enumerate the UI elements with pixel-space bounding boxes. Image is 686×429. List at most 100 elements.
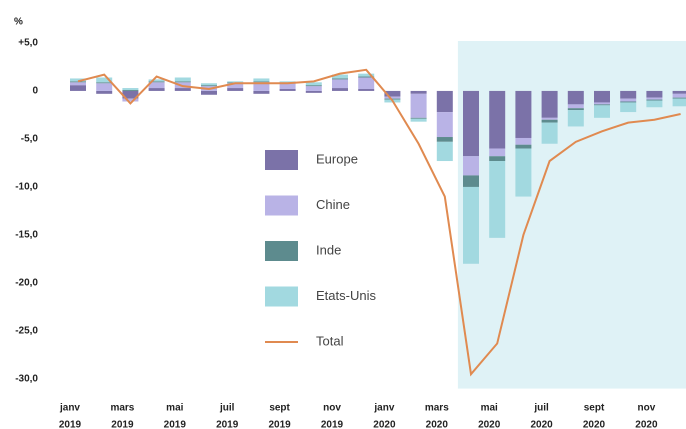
- bar-segment: [672, 98, 686, 107]
- x-tick-label: juil: [533, 403, 549, 414]
- bar-segment: [174, 77, 191, 82]
- legend-label: Inde: [316, 242, 341, 257]
- bar-segment: [279, 83, 296, 90]
- bar-segment: [332, 74, 348, 79]
- bar-segment: [436, 141, 453, 162]
- bar-segment: [148, 82, 165, 89]
- bar-segment: [567, 90, 584, 105]
- bar-segment: [489, 156, 506, 162]
- bar-segment: [672, 93, 686, 98]
- legend-label: Etats-Unis: [316, 288, 376, 303]
- y-tick-label: -15,0: [15, 230, 38, 241]
- x-tick-label: janv: [59, 403, 80, 414]
- x-tick-label: sept: [269, 403, 290, 414]
- x-tick-label: mars: [110, 403, 134, 414]
- bar-segment: [594, 104, 610, 106]
- x-tick-label: 2019: [321, 420, 344, 429]
- x-tick-label: 2019: [59, 420, 82, 429]
- bar-segment: [436, 90, 453, 113]
- x-tick-label: mars: [425, 403, 449, 414]
- total-line: [77, 68, 681, 377]
- x-tick-label: 2020: [635, 420, 658, 429]
- bar-segment: [646, 90, 663, 98]
- bar-segment: [567, 108, 584, 111]
- bar-segment: [463, 156, 479, 176]
- bar-segment: [279, 81, 296, 83]
- x-tick-label: juil: [219, 403, 235, 414]
- bar-segment: [646, 100, 663, 108]
- bar-segment: [463, 175, 479, 187]
- y-tick-label: -30,0: [15, 374, 38, 385]
- x-tick-label: 2019: [111, 420, 134, 429]
- bar-segment: [148, 81, 165, 83]
- bar-segment: [253, 81, 270, 83]
- legend-swatch: [265, 241, 298, 261]
- x-tick-label: 2020: [426, 420, 449, 429]
- bar-segment: [672, 90, 686, 94]
- bar-segment: [541, 117, 558, 120]
- bar-segment: [305, 86, 322, 91]
- bar-segment: [305, 90, 322, 93]
- bar-segment: [463, 186, 479, 264]
- bar-segment: [541, 119, 558, 123]
- bar-segment: [515, 148, 532, 197]
- bar-segment: [515, 137, 532, 145]
- bar-segment: [358, 76, 375, 78]
- bar-segment: [358, 77, 375, 90]
- bar-segment: [174, 81, 191, 83]
- bar-segment: [70, 81, 86, 83]
- bar-segment: [201, 85, 217, 87]
- legend-swatch: [265, 150, 298, 170]
- x-tick-label: 2020: [583, 420, 606, 429]
- bar-segment: [174, 88, 191, 91]
- x-tick-label: 2020: [478, 420, 501, 429]
- bar-segment: [253, 82, 270, 91]
- bar-segment: [332, 79, 348, 89]
- bar-segment: [70, 78, 86, 82]
- bar-segment: [358, 73, 375, 77]
- bar-segment: [620, 101, 637, 103]
- legend-swatch: [265, 286, 298, 307]
- bar-segment: [436, 137, 453, 142]
- bar-segment: [70, 85, 86, 91]
- bar-segment: [620, 90, 637, 99]
- bar-segment: [96, 83, 113, 91]
- x-tick-label: mai: [166, 403, 183, 414]
- y-tick-label: 0: [32, 86, 38, 97]
- bar-segment: [489, 161, 506, 238]
- bar-segment: [384, 96, 401, 99]
- bar-segment: [122, 89, 139, 91]
- bar-segment: [122, 88, 139, 90]
- bar-segment: [253, 90, 270, 94]
- bar-segment: [620, 98, 637, 102]
- x-tick-label: 2019: [268, 420, 291, 429]
- bar-segment: [148, 79, 165, 82]
- bar-segment: [410, 93, 427, 118]
- bar-segment: [410, 117, 427, 119]
- bar-segment: [463, 90, 479, 157]
- x-tick-label: nov: [638, 403, 656, 414]
- bar-segment: [489, 90, 506, 149]
- bar-segment: [515, 90, 532, 138]
- bar-segment: [227, 88, 244, 91]
- bar-segment: [96, 77, 113, 83]
- bar-segment: [541, 122, 558, 144]
- bar-segment: [201, 90, 217, 95]
- bar-segment: [594, 105, 610, 118]
- legend-swatch: [265, 195, 298, 216]
- x-tick-label: 2019: [216, 420, 239, 429]
- y-axis-label: %: [14, 17, 23, 28]
- bar-segment: [279, 89, 296, 91]
- bar-segment: [646, 99, 663, 101]
- bar-segment: [148, 88, 165, 91]
- bar-segment: [489, 148, 506, 157]
- bar-segment: [567, 104, 584, 109]
- bar-segment: [253, 78, 270, 82]
- y-tick-label: +5,0: [18, 38, 38, 49]
- bar-segment: [96, 90, 113, 94]
- bar-segment: [201, 83, 217, 86]
- bar-segment: [122, 98, 139, 102]
- x-tick-label: janv: [373, 403, 394, 414]
- bar-segment: [567, 110, 584, 127]
